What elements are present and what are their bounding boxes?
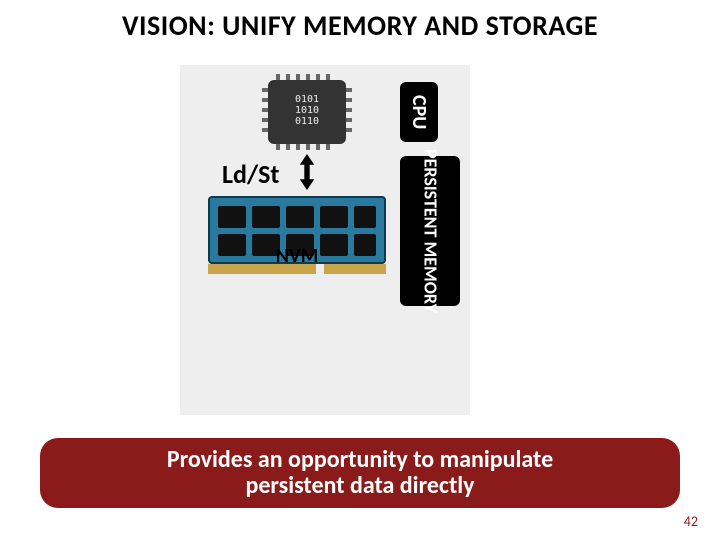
cpu-pin: [296, 74, 300, 80]
cpu-pin: [346, 128, 352, 132]
nvm-label: NVM: [208, 244, 386, 268]
nvm-chip: [354, 206, 376, 228]
double-arrow-icon: [298, 152, 316, 192]
callout-line1: Provides an opportunity to manipulate: [167, 447, 553, 473]
slide: VISION: UNIFY MEMORY AND STORAGE 0101 10…: [0, 0, 720, 540]
cpu-pin: [316, 144, 320, 150]
nvm-chip: [286, 206, 314, 228]
cpu-pin: [276, 144, 280, 150]
nvm-module: NVM: [208, 196, 386, 276]
cpu-binary-text: 0101 1010 0110: [268, 94, 346, 127]
callout-line2: persistent data directly: [167, 473, 553, 499]
cpu-pin: [306, 144, 310, 150]
nvm-chip: [252, 206, 280, 228]
nvm-chip: [320, 206, 348, 228]
cpu-pin: [346, 98, 352, 102]
nvm-chip: [218, 206, 246, 228]
callout-text: Provides an opportunity to manipulate pe…: [167, 447, 553, 500]
persistent-memory-label-text: PERSISTENT MEMORY: [420, 149, 441, 313]
cpu-pin: [346, 108, 352, 112]
cpu-label: CPU: [400, 82, 438, 142]
cpu-pin: [262, 88, 268, 92]
cpu-label-text: CPU: [407, 95, 431, 129]
page-number: 42: [684, 513, 698, 530]
callout-box: Provides an opportunity to manipulate pe…: [40, 438, 680, 508]
cpu-pin: [286, 144, 290, 150]
cpu-pin: [346, 88, 352, 92]
persistent-memory-label: PERSISTENT MEMORY: [400, 156, 460, 306]
cpu-pin: [296, 144, 300, 150]
cpu-pin: [346, 118, 352, 122]
slide-title: VISION: UNIFY MEMORY AND STORAGE: [0, 8, 720, 43]
cpu-pin: [286, 74, 290, 80]
cpu-pin: [262, 128, 268, 132]
cpu-pin: [316, 74, 320, 80]
cpu-pin: [306, 74, 310, 80]
cpu-pin: [326, 74, 330, 80]
load-store-label: Ld/St: [222, 158, 279, 190]
cpu-chip: 0101 1010 0110: [268, 80, 346, 144]
cpu-pin: [326, 144, 330, 150]
cpu-pin: [276, 74, 280, 80]
